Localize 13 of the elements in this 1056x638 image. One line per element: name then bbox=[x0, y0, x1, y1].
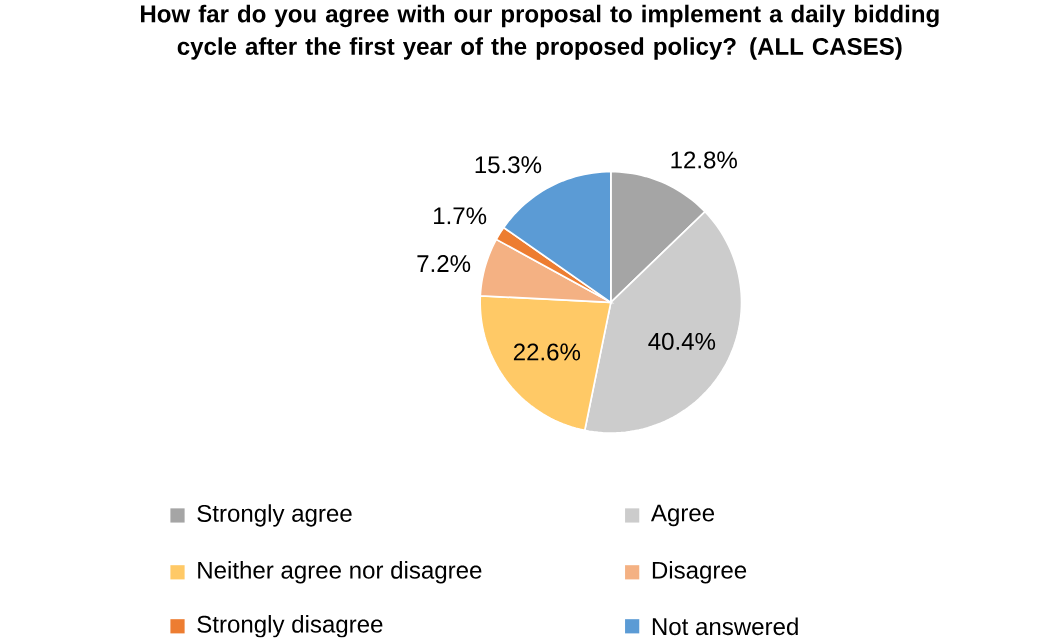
data-label: 15.3% bbox=[475, 156, 542, 174]
legend-label: Disagree bbox=[652, 561, 747, 584]
legend-label: Neither agree nor disagree bbox=[198, 561, 482, 584]
data-label: 1.7% bbox=[434, 207, 487, 225]
legend-label: Not answered bbox=[652, 617, 798, 636]
legend-label: Agree bbox=[650, 504, 715, 527]
data-label: 12.8% bbox=[671, 151, 737, 169]
data-label: 22.6% bbox=[513, 343, 581, 361]
data-label: 40.4% bbox=[648, 333, 716, 351]
legend-label: Strongly disagree bbox=[197, 615, 383, 638]
data-label: 7.2% bbox=[417, 255, 471, 273]
chart-title: How far do you agree with our proposal to implement a daily bidding cycle after the first year of the proposed policy? (ALL CASES) bbox=[141, 4, 939, 60]
legend-label: Strongly agree bbox=[197, 504, 352, 527]
